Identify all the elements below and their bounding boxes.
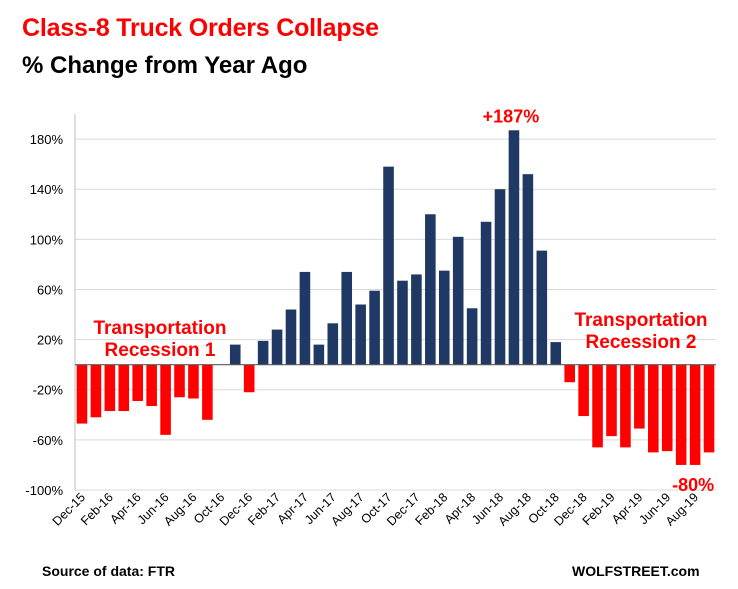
bar xyxy=(578,364,589,417)
y-tick-label: 180% xyxy=(30,132,64,147)
y-tick-label: 20% xyxy=(37,333,63,348)
chart-title: Class-8 Truck Orders Collapse xyxy=(22,14,379,42)
bar xyxy=(480,221,492,365)
recession-1-line2: Recession 1 xyxy=(104,340,216,361)
recession-1-annotation: Transportation Recession 1 xyxy=(84,318,236,362)
peak-label: +187% xyxy=(483,106,540,126)
bar xyxy=(243,364,255,393)
bar xyxy=(202,364,213,420)
bar xyxy=(634,364,645,429)
recession-2-annotation: Transportation Recession 2 xyxy=(564,310,718,354)
recession-2-line1: Transportation xyxy=(574,310,708,331)
bar xyxy=(132,364,144,402)
bar xyxy=(271,329,283,365)
bar xyxy=(341,271,353,365)
recession-2-line2: Recession 2 xyxy=(585,332,697,353)
bar xyxy=(397,280,408,365)
bar xyxy=(620,364,631,448)
y-tick-label: -60% xyxy=(33,433,64,448)
bar xyxy=(508,130,520,365)
bar xyxy=(438,270,450,365)
bar xyxy=(689,364,701,465)
bar xyxy=(369,290,380,365)
bar xyxy=(425,214,436,365)
bar xyxy=(452,236,464,365)
bar xyxy=(383,166,394,365)
bar xyxy=(90,364,102,418)
bar xyxy=(550,342,562,365)
bar xyxy=(313,344,325,365)
bar xyxy=(299,271,311,365)
brand-label: WOLFSTREET.com xyxy=(572,563,700,579)
bar xyxy=(675,364,687,465)
bar xyxy=(146,364,157,407)
bar xyxy=(703,364,715,453)
y-tick-label: 60% xyxy=(37,282,63,297)
bar xyxy=(229,344,241,365)
bar xyxy=(564,364,575,383)
bar xyxy=(118,364,130,412)
bar xyxy=(592,364,603,448)
bar xyxy=(76,364,88,424)
recession-1-line1: Transportation xyxy=(93,318,227,339)
y-tick-label: 140% xyxy=(30,182,64,197)
bar xyxy=(466,308,478,365)
bar xyxy=(647,364,659,453)
bar xyxy=(536,250,548,365)
bar xyxy=(327,323,339,365)
bar xyxy=(494,189,506,365)
bar xyxy=(606,364,617,437)
bar xyxy=(188,364,199,399)
chart-subtitle: % Change from Year Ago xyxy=(22,52,308,79)
source-note: Source of data: FTR xyxy=(42,563,176,579)
bar xyxy=(257,340,269,365)
bar xyxy=(285,309,297,365)
y-tick-label: -20% xyxy=(33,383,64,398)
end-label: -80% xyxy=(672,475,714,495)
bar xyxy=(174,364,185,398)
bar xyxy=(104,364,116,412)
bar xyxy=(355,304,366,365)
bar xyxy=(661,364,673,452)
y-tick-label: -100% xyxy=(25,483,63,498)
bar xyxy=(411,274,422,365)
y-tick-label: 100% xyxy=(30,232,64,247)
bar xyxy=(522,174,534,365)
bar xyxy=(160,364,171,435)
